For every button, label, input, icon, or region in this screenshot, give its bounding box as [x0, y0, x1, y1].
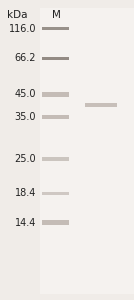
Bar: [42, 56, 69, 60]
Bar: [42, 92, 69, 97]
Text: 116.0: 116.0: [9, 23, 36, 34]
Bar: [85, 103, 117, 106]
Text: 45.0: 45.0: [15, 89, 36, 100]
Text: 25.0: 25.0: [15, 154, 36, 164]
Bar: [42, 192, 69, 195]
Bar: [42, 27, 69, 30]
Bar: [42, 157, 69, 161]
Bar: [40, 8, 134, 294]
Text: 18.4: 18.4: [15, 188, 36, 199]
Text: kDa: kDa: [7, 11, 28, 20]
Text: 35.0: 35.0: [15, 112, 36, 122]
Text: 66.2: 66.2: [15, 53, 36, 64]
Bar: [42, 115, 69, 119]
Bar: [42, 220, 69, 225]
Text: 14.4: 14.4: [15, 218, 36, 228]
Text: M: M: [52, 11, 61, 20]
